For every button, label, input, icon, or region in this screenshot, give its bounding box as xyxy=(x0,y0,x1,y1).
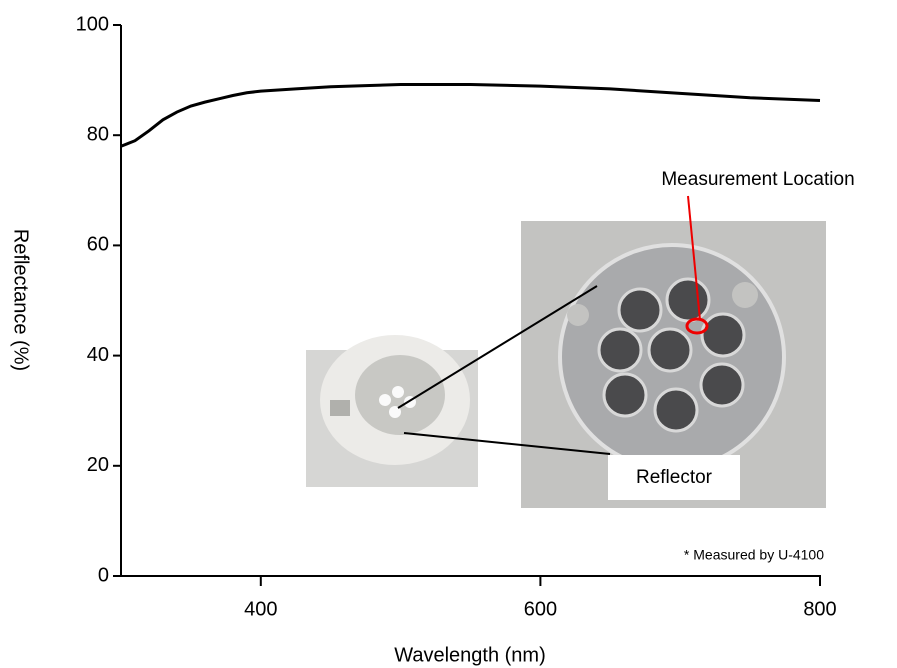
y-tick-label: 80 xyxy=(87,123,109,145)
y-tick-label: 60 xyxy=(87,234,109,256)
y-tick-label: 0 xyxy=(98,564,109,586)
x-tick-label: 600 xyxy=(524,598,557,620)
photo-lamp xyxy=(306,335,478,487)
chart: Reflector Measurement Location * Measure… xyxy=(0,0,897,668)
x-tick-label: 800 xyxy=(803,598,836,620)
y-tick-label: 40 xyxy=(87,344,109,366)
note: * Measured by U-4100 xyxy=(684,547,824,563)
x-tick-label: 400 xyxy=(244,598,277,620)
location-label: Measurement Location xyxy=(661,169,854,190)
x-axis-title: Wavelength (nm) xyxy=(394,644,546,666)
y-tick-label: 100 xyxy=(76,13,109,35)
y-axis-title: Reflectance (%) xyxy=(10,229,32,371)
reflector-label: Reflector xyxy=(636,467,713,488)
y-tick-label: 20 xyxy=(87,454,109,476)
line xyxy=(121,85,820,147)
